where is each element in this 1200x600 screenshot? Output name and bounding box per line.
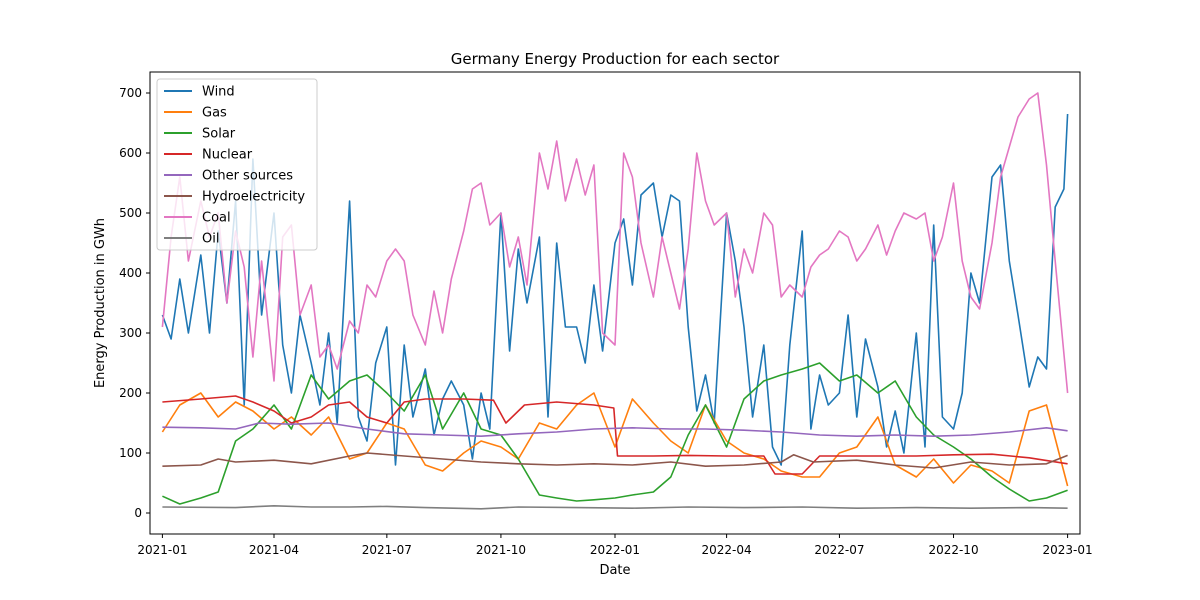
legend-label-7: Oil — [202, 232, 219, 247]
x-tick-label-0: 2021-01 — [137, 543, 187, 557]
legend-entries: Wind Gas Solar Nuclear Other sources Hydroele… — [164, 85, 305, 247]
legend-label-0: Wind — [202, 85, 235, 100]
x-axis-label: Date — [599, 563, 630, 578]
y-tick-label-0: 0 — [134, 506, 142, 520]
series-line-3 — [162, 395, 1068, 475]
x-tick-label-2: 2021-07 — [362, 543, 412, 557]
x-tick-label-7: 2022-10 — [928, 543, 978, 557]
series-line-2 — [162, 362, 1068, 505]
x-tick-label-5: 2022-04 — [702, 543, 752, 557]
x-tick-label-1: 2021-04 — [249, 543, 299, 557]
x-tick-label-8: 2023-01 — [1043, 543, 1093, 557]
series-line-1 — [161, 392, 1069, 487]
x-tick-label-3: 2021-10 — [476, 543, 526, 557]
x-axis: 2021-01 2021-04 2021-07 2021-10 2022-01 2022-… — [137, 534, 1093, 557]
series-layer — [161, 92, 1069, 510]
legend: Wind Gas Solar Nuclear Other sources Hydroele… — [156, 78, 318, 251]
legend-label-6: Coal — [202, 211, 231, 226]
y-tick-label-7: 700 — [119, 86, 142, 100]
series-line-4 — [162, 422, 1068, 437]
x-tick-label-4: 2022-01 — [590, 543, 640, 557]
chart-title: Germany Energy Production for each secto… — [451, 50, 780, 68]
series-line-6 — [161, 92, 1069, 394]
legend-box — [156, 78, 318, 251]
series-line-7 — [162, 505, 1068, 510]
y-axis: 0 100 200 300 400 500 600 700 — [119, 86, 150, 520]
y-tick-label-2: 200 — [119, 386, 142, 400]
x-tick-label-6: 2022-07 — [814, 543, 864, 557]
legend-label-4: Other sources — [202, 169, 293, 184]
y-tick-label-4: 400 — [119, 266, 142, 280]
legend-label-2: Solar — [202, 127, 236, 142]
series-line-5 — [162, 452, 1068, 469]
legend-label-3: Nuclear — [202, 148, 253, 163]
legend-label-1: Gas — [202, 106, 227, 121]
series-line-0 — [161, 113, 1069, 466]
y-tick-label-1: 100 — [119, 446, 142, 460]
y-axis-label: Energy Production in GWh — [93, 218, 108, 388]
y-tick-label-6: 600 — [119, 146, 142, 160]
y-tick-label-3: 300 — [119, 326, 142, 340]
y-tick-label-5: 500 — [119, 206, 142, 220]
legend-label-5: Hydroelectricity — [202, 190, 305, 205]
